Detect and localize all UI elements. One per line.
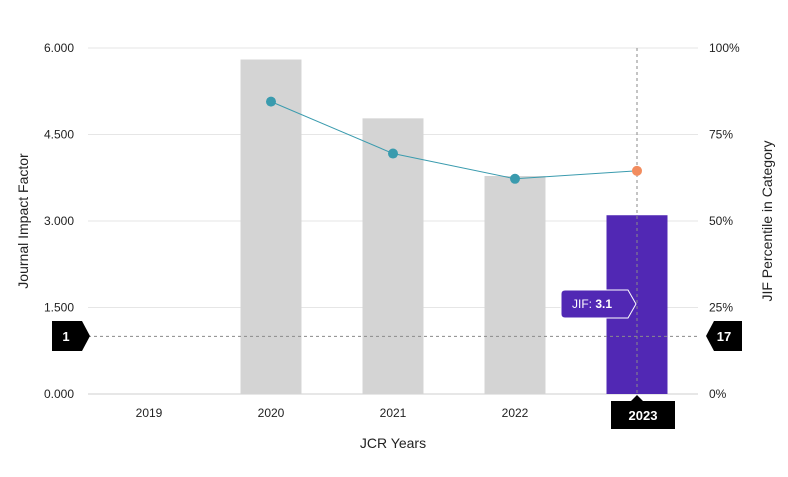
x-tick-label: 2020 xyxy=(258,406,285,420)
bar-2022 xyxy=(484,176,546,394)
bar-2021 xyxy=(362,118,424,394)
y-axis-title: Journal Impact Factor xyxy=(15,153,31,289)
y-tick-label: 3.000 xyxy=(44,214,74,228)
percentile-line xyxy=(266,96,642,184)
y-right-axis-title: JIF Percentile in Category xyxy=(759,140,775,301)
bars xyxy=(240,59,668,395)
y-tick-label: 1.500 xyxy=(44,301,74,315)
x-badge-shape xyxy=(611,395,675,429)
y-right-tick-label: 0% xyxy=(709,387,727,401)
percentile-point-2022 xyxy=(510,173,520,184)
jif-tooltip: JIF: 3.1 xyxy=(560,289,637,319)
crosshair xyxy=(88,48,698,394)
percentile-point-2021 xyxy=(388,148,398,159)
y-tick-label: 0.000 xyxy=(44,387,74,401)
x-tick-label: 2022 xyxy=(502,406,529,420)
y-right-tick-label: 75% xyxy=(709,128,733,142)
x-tick-label: 2019 xyxy=(136,406,163,420)
y-right-tick-label: 100% xyxy=(709,41,740,55)
left-badge-value: 1 xyxy=(62,329,69,344)
bar-2020 xyxy=(240,59,302,395)
right-badge-value: 17 xyxy=(717,329,731,344)
tooltip-label: JIF: xyxy=(572,297,595,311)
overlay: 1 17 2023 JIF: 3.1 xyxy=(52,289,742,429)
crosshair-right-badge: 17 xyxy=(706,321,742,351)
right-badge-shape xyxy=(706,321,742,351)
y-right-tick-label: 25% xyxy=(709,301,733,315)
y-right-tick-label: 50% xyxy=(709,214,733,228)
crosshair-x-badge: 2023 xyxy=(611,395,675,429)
percentile-line-path xyxy=(270,101,638,180)
crosshair-left-badge: 1 xyxy=(52,321,90,351)
tooltip-value: 3.1 xyxy=(595,297,612,311)
x-tick-label: 2021 xyxy=(380,406,407,420)
y-tick-label: 4.500 xyxy=(44,128,74,142)
percentile-point-2020 xyxy=(266,96,276,107)
y-tick-label: 6.000 xyxy=(44,41,74,55)
tooltip-text: JIF: 3.1 xyxy=(572,297,612,311)
percentile-point-2023 xyxy=(632,165,642,176)
left-badge-shape xyxy=(52,321,90,351)
x-axis-title: JCR Years xyxy=(360,435,426,451)
x-badge-value: 2023 xyxy=(629,408,658,423)
tooltip-box xyxy=(560,289,637,319)
axes: 0.000 1.500 3.000 4.500 6.000 0% 25% 50% 75% 100%… xyxy=(15,41,775,451)
